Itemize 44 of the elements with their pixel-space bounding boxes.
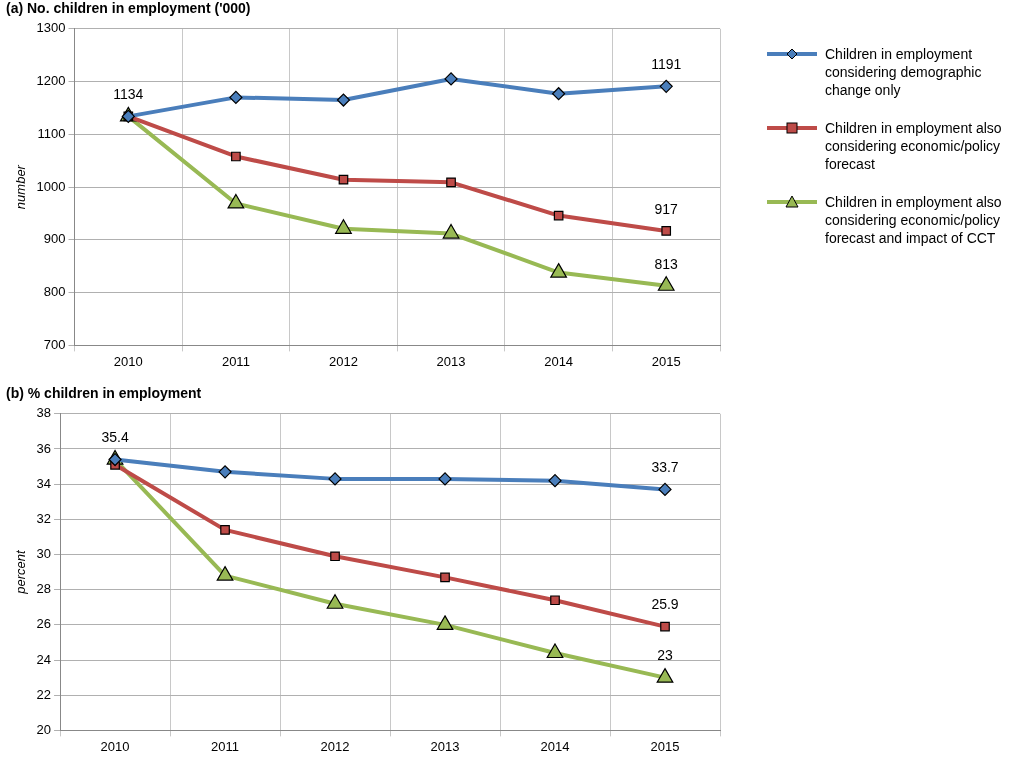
- chart-title: (a) No. children in employment ('000): [6, 0, 251, 16]
- y-axis-title: number: [13, 164, 29, 210]
- y-tick-label: 36: [36, 440, 52, 456]
- chart-title: (b) % children in employment: [6, 385, 202, 401]
- y-tick-label: 32: [36, 510, 52, 526]
- x-tick-label: 2012: [329, 353, 358, 369]
- x-tick-label: 2012: [320, 738, 350, 754]
- legend-label: Children in employment also considering economic/policy forecast and impact of CCT: [825, 194, 1002, 246]
- x-tick-label: 2013: [436, 353, 466, 369]
- y-tick-label: 1000: [36, 178, 66, 194]
- annotation: 1134: [113, 86, 144, 103]
- annotation: 813: [654, 255, 679, 272]
- annotation: 23: [657, 647, 673, 664]
- x-tick-label: 2014: [540, 738, 570, 754]
- y-tick-label: 22: [36, 686, 52, 702]
- y-tick-label: 26: [36, 616, 52, 632]
- x-tick-label: 2015: [650, 738, 680, 754]
- y-tick-label: 700: [43, 336, 66, 352]
- y-tick-label: 28: [36, 581, 52, 597]
- y-axis-title: percent: [13, 549, 29, 595]
- x-tick-label: 2013: [430, 738, 460, 754]
- x-tick-label: 2010: [100, 738, 130, 754]
- x-tick-label: 2014: [544, 353, 574, 369]
- x-tick-label: 2010: [113, 353, 143, 369]
- y-tick-label: 38: [36, 405, 52, 421]
- y-tick-label: 1100: [37, 125, 66, 141]
- y-tick-label: 30: [36, 546, 52, 562]
- y-tick-label: 1300: [36, 20, 66, 36]
- annotation: 33.7: [651, 459, 679, 476]
- legend-label: Children in employment considering demographic change only: [825, 46, 982, 98]
- y-tick-label: 20: [36, 721, 52, 737]
- y-tick-label: 900: [43, 231, 66, 247]
- x-tick-label: 2011: [221, 353, 250, 369]
- annotation: 1191: [651, 56, 682, 73]
- x-tick-label: 2011: [211, 738, 240, 754]
- y-tick-label: 1200: [36, 73, 66, 89]
- annotation: 35.4: [101, 429, 129, 446]
- y-tick-label: 800: [43, 284, 66, 300]
- y-tick-label: 24: [36, 651, 52, 667]
- y-tick-label: 34: [36, 475, 52, 491]
- annotation: 917: [654, 200, 679, 217]
- annotation: 25.9: [651, 596, 679, 613]
- x-tick-label: 2015: [651, 353, 681, 369]
- legend-label: Children in employment also considering economic/policy forecast: [825, 120, 1002, 172]
